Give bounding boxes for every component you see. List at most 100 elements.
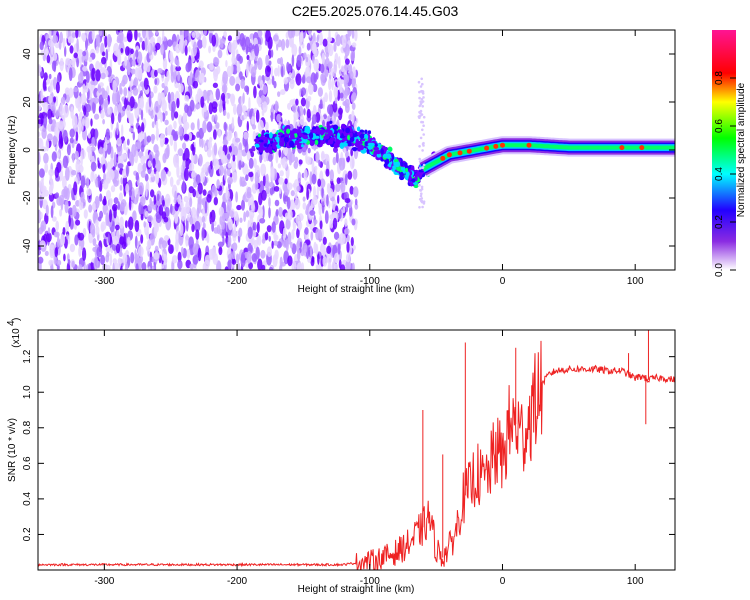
spectrogram-noise-blob [77, 95, 82, 108]
spectrogram-noise-blob [250, 151, 255, 158]
spectrogram-noise-blob [321, 186, 324, 199]
spectrogram-noise-blob [218, 164, 224, 176]
spectrogram-noise-blob [206, 148, 212, 158]
spectrogram-noise-blob [125, 46, 130, 56]
spectrogram-noise-blob [40, 50, 45, 57]
spectrogram-noise-blob [94, 195, 100, 209]
spectrogram-noise-blob [97, 85, 102, 94]
spectrogram-noise-blob [82, 50, 87, 57]
spectrogram-noise-blob [203, 105, 207, 113]
spectrogram-ridge-blob [260, 142, 264, 147]
spectrogram-noise-blob [257, 30, 263, 38]
spectrogram-noise-blob [291, 54, 295, 67]
spectrogram-noise-blob [346, 241, 350, 253]
spectrogram-ridge-blob [269, 132, 273, 139]
spectrogram-ridge-blob [337, 132, 341, 140]
spectrogram-noise-blob [321, 52, 325, 64]
spectrogram-noise-blob [126, 236, 131, 246]
spectrogram-noise-blob [249, 110, 252, 120]
spectrogram-noise-blob [189, 72, 193, 80]
spectrogram-noise-blob [132, 210, 137, 223]
spectrogram-noise-blob [68, 207, 74, 216]
spectrogram-noise-blob [70, 59, 74, 66]
spectrogram-noise-blob [329, 219, 334, 229]
spectrogram-noise-blob [69, 137, 74, 144]
spectrogram-noise-blob [184, 104, 189, 113]
spectrogram-noise-blob [344, 218, 348, 227]
spectrogram-noise-blob [44, 48, 49, 56]
snr-panel: -300 -200 -100 0 100 0.2 0.4 0.6 0.8 1.0 1.2 Heigh… [6, 318, 676, 595]
spectrogram-noise-blob [256, 221, 260, 234]
spectrogram-hot-spot [440, 155, 446, 161]
spectrogram-noise-blob [162, 153, 167, 164]
spectrogram-noise-blob [40, 212, 43, 220]
spectrogram-noise-blob [99, 61, 103, 69]
spectrogram-noise-blob [311, 114, 317, 125]
spectrogram-noise-blob [113, 169, 119, 180]
spectrogram-noise-blob [198, 60, 204, 69]
spectrogram-noise-blob [222, 70, 229, 85]
spectrogram-noise-blob [327, 261, 332, 270]
spectrogram-noise-blob [90, 118, 93, 127]
spectrogram-stray-dot [420, 185, 424, 189]
spectrogram-noise-blob [66, 262, 71, 270]
spectrogram-noise-blob [192, 188, 196, 198]
spectrogram-noise-blob [140, 170, 146, 178]
spectrogram-noise-blob [140, 234, 144, 244]
spectrogram-noise-blob [338, 209, 342, 219]
spectrogram-noise-blob [286, 208, 293, 221]
spectrogram-noise-blob [113, 105, 118, 117]
spectrogram-noise-blob [332, 156, 337, 166]
spectrogram-noise-blob [183, 147, 190, 162]
spectrogram-noise-blob [241, 180, 247, 187]
spectrogram-noise-blob [179, 222, 184, 237]
spectrogram-noise-blob [228, 145, 232, 153]
snr-x-tick-label: 100 [627, 576, 644, 587]
spectrogram-noise-blob [86, 145, 92, 153]
spectrogram-noise-blob [141, 40, 146, 51]
spectrogram-noise-blob [297, 220, 303, 231]
spectrogram-noise-blob [302, 242, 308, 254]
spectrogram-noise-blob [135, 263, 139, 270]
spectrogram-noise-blob [230, 63, 234, 74]
spectrogram-noise-blob [125, 183, 130, 194]
spectrogram-noise-blob [66, 233, 69, 240]
spectrogram-ridge-blob [274, 136, 280, 141]
spectrogram-noise-blob [140, 155, 146, 165]
spectrogram-noise-blob [213, 196, 218, 206]
spectrogram-noise-blob [335, 34, 341, 47]
spectrogram-noise-blob [112, 203, 118, 212]
spectrogram-noise-blob [203, 30, 207, 36]
spectrogram-noise-blob [310, 72, 316, 86]
spectrogram-noise-blob [112, 79, 117, 94]
figure-title: C2E5.2025.076.14.45.G03 [292, 3, 459, 19]
spectrogram-noise-blob [45, 139, 50, 152]
spectrogram-noise-blob [297, 171, 302, 184]
spectrogram-noise-blob [103, 195, 107, 206]
spectrogram-noise-blob [227, 176, 233, 185]
spectrogram-noise-blob [202, 207, 205, 218]
spectrogram-noise-blob [322, 236, 327, 245]
spectrogram-noise-blob [102, 51, 106, 57]
spectrogram-noise-blob [182, 180, 186, 193]
spectrogram-noise-blob [201, 227, 205, 241]
spectrogram-noise-blob [178, 124, 184, 137]
spectrogram-noise-blob [126, 30, 133, 43]
spectrogram-noise-blob [221, 231, 225, 239]
spectrogram-noise-blob [345, 58, 350, 65]
spectrogram-noise-blob [192, 243, 198, 256]
spectrogram-noise-blob [241, 199, 245, 211]
spectrogram-noise-blob [58, 120, 64, 130]
spectrogram-ridge-blob [294, 140, 298, 145]
spectrogram-noise-blob [75, 131, 79, 142]
spectrogram-noise-blob [55, 95, 58, 107]
spectrogram-noise-blob [80, 93, 87, 106]
spectrogram-noise-blob [144, 56, 147, 69]
spectrogram-noise-blob [116, 37, 122, 44]
spectrogram-noise-blob [155, 42, 161, 51]
spectrogram-ridge-blob [301, 144, 304, 148]
spectrogram-noise-blob [338, 157, 345, 171]
spectrogram-noise-blob [144, 210, 149, 218]
spectrogram-ridge-blob [373, 146, 379, 151]
spectrogram-noise-blob [354, 203, 359, 210]
